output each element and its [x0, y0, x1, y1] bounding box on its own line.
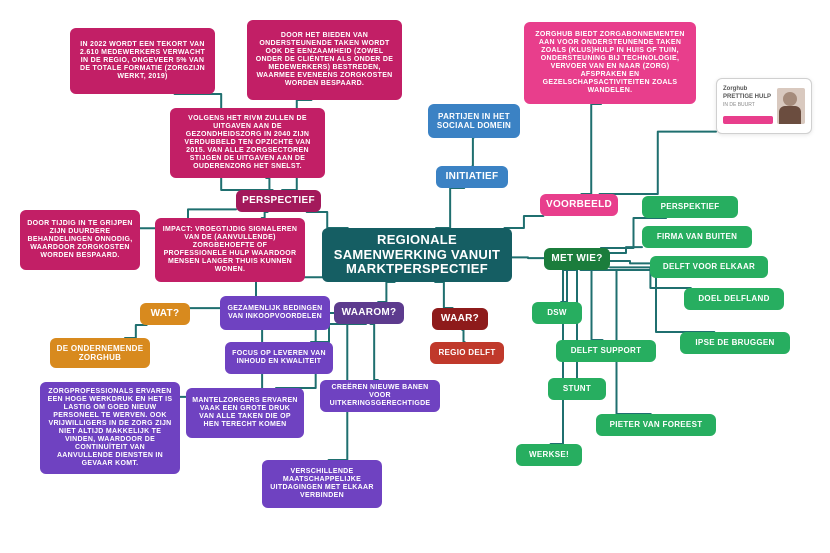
root-node[interactable]: REGIONALE SAMENWERKING VANUIT MARKTPERSP…: [322, 228, 512, 282]
child-perspectief-2[interactable]: VOLGENS HET RIVM ZULLEN DE UITGAVEN AAN …: [170, 108, 325, 178]
child-perspectief-4[interactable]: IMPACT: VROEGTIJDIG SIGNALEREN VAN DE (A…: [155, 218, 305, 282]
branch-voorbeeld[interactable]: VOORBEELD: [540, 194, 618, 216]
child-waarom-5[interactable]: ZORGPROFESSIONALS ERVAREN EEN HOGE WERKD…: [40, 382, 180, 474]
child-metwie-1[interactable]: FIRMA VAN BUITEN: [642, 226, 752, 248]
child-waarom-1[interactable]: FOCUS OP LEVEREN VAN INHOUD EN KWALITEIT: [225, 342, 333, 374]
child-waarom-4[interactable]: MANTELZORGERS ERVAREN VAAK EEN GROTE DRU…: [186, 388, 304, 438]
child-wat-0[interactable]: DE ONDERNEMENDE ZORGHUB: [50, 338, 150, 368]
child-waarom-0[interactable]: GEZAMENLIJK BEDINGEN VAN INKOOPVOORDELEN: [220, 296, 330, 330]
child-perspectief-3[interactable]: DOOR TIJDIG IN TE GRIJPEN ZIJN DUURDERE …: [20, 210, 140, 270]
thumb-line1: PRETTIGE HULP: [723, 94, 773, 100]
child-perspectief-0[interactable]: IN 2022 WORDT EEN TEKORT VAN 2.610 MEDEW…: [70, 28, 215, 94]
thumb-person: [777, 88, 805, 124]
child-waarom-3[interactable]: VERSCHILLENDE MAATSCHAPPELIJKE UITDAGING…: [262, 460, 382, 508]
thumb-brand: Zorghub: [723, 86, 773, 92]
child-metwie-7[interactable]: STUNT: [548, 378, 606, 400]
branch-metwie[interactable]: MET WIE?: [544, 248, 610, 270]
child-waar-0[interactable]: REGIO DELFT: [430, 342, 504, 364]
child-metwie-3[interactable]: DOEL DELFLAND: [684, 288, 784, 310]
child-metwie-2[interactable]: DELFT VOOR ELKAAR: [650, 256, 768, 278]
child-voorbeeld-0[interactable]: ZORGHUB BIEDT ZORGABONNEMENTEN AAN VOOR …: [524, 22, 696, 104]
child-metwie-5[interactable]: DSW: [532, 302, 582, 324]
child-metwie-8[interactable]: PIETER VAN FOREEST: [596, 414, 716, 436]
mindmap-canvas: { "canvas": { "w": 830, "h": 553 }, "edg…: [0, 0, 830, 553]
child-metwie-9[interactable]: WERKSE!: [516, 444, 582, 466]
branch-wat[interactable]: WAT?: [140, 303, 190, 325]
branch-waar[interactable]: WAAR?: [432, 308, 488, 330]
child-perspectief-1[interactable]: DOOR HET BIEDEN VAN ONDERSTEUNENDE TAKEN…: [247, 20, 402, 100]
child-metwie-4[interactable]: IPSE DE BRUGGEN: [680, 332, 790, 354]
branch-perspectief[interactable]: PERSPECTIEF: [236, 190, 321, 212]
child-metwie-6[interactable]: DELFT SUPPORT: [556, 340, 656, 362]
branch-waarom[interactable]: WAAROM?: [334, 302, 404, 324]
child-initiatief-0[interactable]: PARTIJEN IN HET SOCIAAL DOMEIN: [428, 104, 520, 138]
child-waarom-2[interactable]: CREËREN NIEUWE BANEN VOOR UITKERINGSGERE…: [320, 380, 440, 412]
thumb-text: Zorghub PRETTIGE HULP IN DE BUURT: [723, 86, 773, 126]
image-thumbnail: Zorghub PRETTIGE HULP IN DE BUURT: [716, 78, 812, 134]
child-metwie-0[interactable]: PERSPEKTIEF: [642, 196, 738, 218]
branch-initiatief[interactable]: INITIATIEF: [436, 166, 508, 188]
